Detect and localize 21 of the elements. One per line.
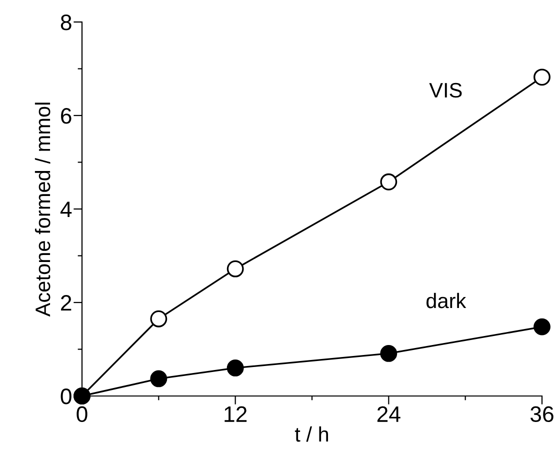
y-tick-label: 2 (61, 295, 72, 311)
y-axis-title: Acetone formed / mmol (34, 102, 50, 317)
point (150, 310, 168, 328)
x-tick-label: 36 (530, 406, 554, 422)
point (380, 344, 398, 362)
x-tick-label: 0 (76, 406, 88, 422)
point (380, 173, 398, 190)
x-axis-title: t / h (294, 426, 328, 442)
series-label: VIS (429, 82, 462, 98)
point (534, 68, 550, 86)
x-tick-label: 12 (224, 406, 247, 422)
x-tick-label: 24 (377, 406, 400, 422)
y-tick-label: 8 (60, 14, 72, 30)
series-label: dark (426, 292, 466, 308)
y-tick-label: 0 (60, 388, 72, 404)
point (226, 260, 244, 278)
point (534, 318, 550, 336)
y-tick-label: 6 (61, 108, 72, 124)
point (150, 370, 168, 388)
point (226, 359, 244, 376)
y-tick-label: 4 (60, 202, 72, 218)
